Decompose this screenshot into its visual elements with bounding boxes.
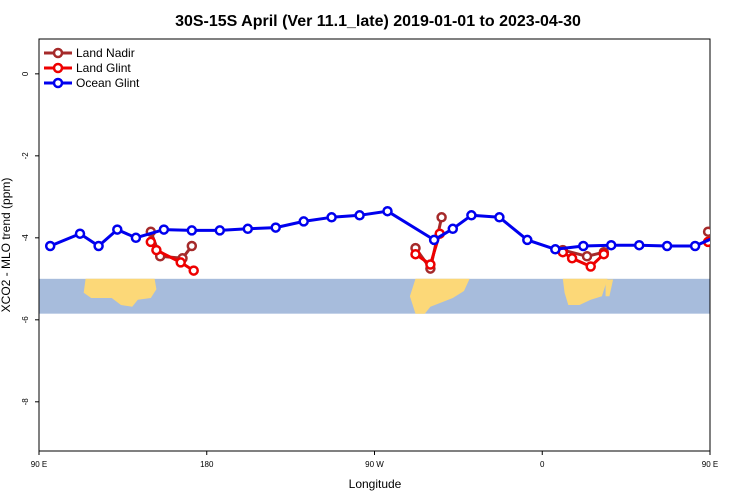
legend-swatch-marker [52, 47, 64, 59]
x-axis: 90 E 180 90 W 0 90 E [31, 451, 718, 469]
land-glint-point [712, 246, 720, 254]
land-nadir-point [738, 254, 746, 262]
land-nadir-point [581, 251, 593, 262]
ocean-glint-point [661, 240, 673, 252]
ocean-glint-point [270, 222, 281, 233]
land-glint-point [736, 258, 744, 266]
ocean-glint-point [578, 240, 589, 252]
land-nadir-line [706, 231, 710, 240]
land-glint-point [175, 257, 186, 268]
ocean-glint-point [186, 225, 198, 236]
x-tick-label: 90 W [365, 460, 384, 469]
legend-swatch-marker [52, 62, 64, 74]
ocean-glint-point [112, 224, 123, 235]
y-tick-label: -6 [21, 316, 30, 324]
ocean-glint-point [298, 216, 309, 227]
legend-item-land-glint: Land Glint [44, 61, 131, 75]
ocean-glint-point [382, 205, 393, 217]
land-nadir-point [702, 226, 710, 237]
ocean-glint-point [44, 240, 56, 252]
land-madagascar [605, 279, 614, 297]
ocean-glint-point [242, 223, 254, 235]
y-tick-label: -2 [21, 152, 30, 160]
land-glint-line [561, 250, 605, 268]
land-glint-point [410, 248, 421, 260]
y-axis: 0 -2 -4 -6 -8 [21, 71, 39, 405]
land-glint-point [598, 248, 610, 260]
ocean-glint-point [550, 244, 561, 255]
ocean-glint-point [522, 234, 533, 246]
land-southamerica [409, 278, 470, 314]
series-ocean-glint [44, 205, 727, 255]
ocean-glint-point [428, 234, 440, 246]
legend-label: Land Nadir [76, 46, 135, 60]
series-land-glint [145, 228, 744, 276]
x-tick-label: 90 E [31, 460, 47, 469]
chart-title: 30S-15S April (Ver 11.1_late) 2019-01-01… [175, 13, 581, 30]
y-axis-label: XCO2 - MLO trend (ppm) [0, 178, 13, 313]
ocean-glint-point [74, 228, 86, 239]
ocean-glint-point [689, 240, 701, 252]
ocean-glint-point [214, 225, 226, 236]
world-map-band [39, 278, 710, 314]
legend-swatch-marker [52, 77, 64, 89]
legend-label: Ocean Glint [76, 76, 140, 90]
land-glint-point [145, 236, 157, 248]
ocean-glint-point [719, 230, 727, 238]
land-nadir-point [436, 212, 447, 223]
land-nadir-point [715, 252, 723, 260]
ocean-glint-point [447, 223, 459, 235]
legend-item-ocean-glint: Ocean Glint [44, 76, 140, 90]
ocean-glint-point [354, 210, 365, 221]
x-tick-label: 90 E [702, 460, 718, 469]
ocean-glint-point [633, 239, 645, 251]
ocean-glint-point [494, 212, 505, 223]
land-nadir-point [186, 240, 198, 252]
legend-label: Land Glint [76, 61, 131, 75]
x-tick-label: 0 [540, 460, 545, 469]
series-layer [44, 205, 746, 276]
y-tick-label: -4 [21, 234, 30, 242]
land-africa [562, 278, 608, 305]
series-land-nadir [145, 212, 746, 274]
land-glint-point [425, 259, 436, 270]
land-glint-point [188, 265, 199, 276]
land-glint-point [566, 253, 578, 264]
ocean-glint-point [326, 212, 337, 223]
ocean-glint-point [158, 224, 170, 235]
ocean-glint-point [130, 232, 142, 244]
land-glint-point [585, 261, 596, 272]
land-australia [83, 278, 157, 307]
legend-item-land-nadir: Land Nadir [44, 46, 135, 60]
land-glint-point [151, 244, 162, 256]
ocean-glint-point [605, 239, 617, 251]
y-tick-label: 0 [21, 71, 30, 76]
x-axis-label: Longitude [349, 477, 402, 491]
land-glint-line [706, 240, 710, 247]
x-tick-label: 180 [200, 460, 214, 469]
ocean-glint-point [93, 240, 104, 252]
y-tick-label: -8 [21, 398, 30, 406]
ocean-glint-point [466, 210, 477, 221]
